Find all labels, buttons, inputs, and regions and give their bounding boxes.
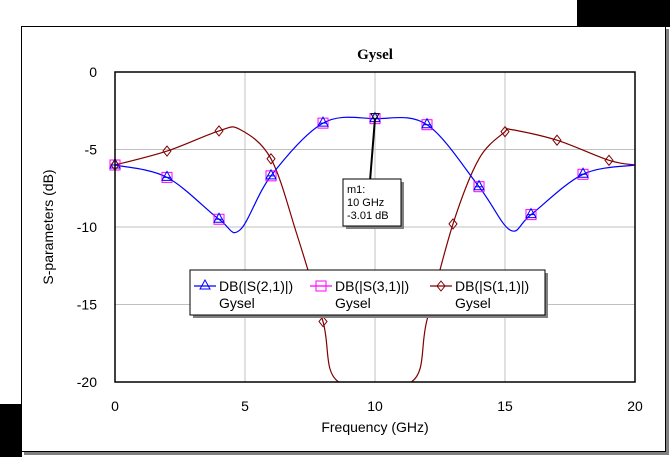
marker-label-box bbox=[342, 178, 402, 227]
diamond-marker-icon bbox=[162, 145, 172, 157]
x-tick-label: 10 bbox=[367, 398, 383, 414]
marker-m1[interactable]: m1:10 GHz-3.01 dB bbox=[342, 113, 404, 229]
legend-entry-label: DB(|S(1,1)|) bbox=[455, 278, 529, 294]
plot-frame bbox=[114, 71, 636, 383]
triangle-marker-icon bbox=[473, 179, 485, 191]
marker-label-text: m1: bbox=[347, 184, 365, 196]
y-tick-label: -5 bbox=[85, 142, 98, 158]
triangle-marker-icon bbox=[317, 116, 329, 127]
marker-pointer-icon bbox=[370, 113, 380, 122]
background-block-bottom-left bbox=[0, 404, 22, 457]
y-tick-label: -15 bbox=[77, 297, 97, 313]
series-diamond bbox=[115, 126, 635, 382]
y-tick-label: -10 bbox=[77, 219, 97, 235]
x-axis-label: Frequency (GHz) bbox=[321, 419, 428, 435]
triangle-marker-icon bbox=[525, 207, 537, 219]
x-tick-label: 0 bbox=[111, 398, 119, 414]
diamond-marker-icon bbox=[448, 218, 458, 230]
diamond-marker-icon bbox=[604, 154, 614, 167]
x-tick-label: 20 bbox=[627, 398, 643, 414]
diamond-marker-icon bbox=[266, 152, 276, 165]
legend[interactable]: DB(|S(2,1)|)GyselDB(|S(3,1)|)GyselDB(|S(… bbox=[189, 269, 548, 318]
square-marker-icon bbox=[315, 280, 327, 292]
chart-title: Gysel bbox=[357, 47, 393, 63]
triangle-marker-icon bbox=[577, 167, 589, 178]
triangle-marker-icon bbox=[199, 278, 211, 290]
x-tick-label: 15 bbox=[497, 398, 513, 414]
diamond-marker-icon bbox=[552, 134, 562, 147]
marker-label-text: 10 GHz bbox=[347, 197, 384, 209]
legend-box bbox=[189, 269, 546, 316]
graph-window bbox=[21, 26, 666, 452]
y-tick-label: -20 bbox=[77, 374, 97, 390]
diamond-marker-icon bbox=[318, 315, 328, 328]
diamond-marker-icon bbox=[214, 125, 224, 137]
background-block-top-right bbox=[577, 0, 670, 27]
y-tick-label: 0 bbox=[89, 64, 97, 80]
x-tick-label: 5 bbox=[241, 398, 249, 414]
triangle-marker-icon bbox=[421, 117, 433, 129]
legend-entry-sublabel: Gysel bbox=[219, 295, 255, 311]
legend-entry-sublabel: Gysel bbox=[455, 295, 491, 311]
triangle-marker-icon bbox=[161, 170, 173, 181]
triangle-marker-icon bbox=[265, 168, 277, 180]
y-axis-label: S-parameters (dB) bbox=[40, 169, 56, 284]
legend-entry-label: DB(|S(3,1)|) bbox=[335, 278, 409, 294]
legend-entry-sublabel: Gysel bbox=[335, 295, 371, 311]
legend-entry-label: DB(|S(2,1)|) bbox=[219, 278, 293, 294]
diamond-marker-icon bbox=[500, 125, 510, 138]
marker-label-text: -3.01 dB bbox=[347, 210, 389, 222]
triangle-marker-icon bbox=[213, 212, 225, 223]
diamond-marker-icon bbox=[436, 280, 446, 292]
axis-ticks: 0 5 10 15 20 0 -5 -10 -15 -20 bbox=[77, 64, 643, 414]
